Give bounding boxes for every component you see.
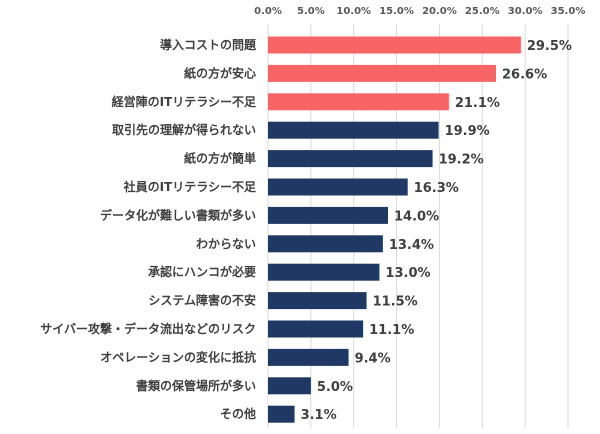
grid-lines <box>267 24 569 428</box>
bar-6 <box>268 206 388 224</box>
value-labels: 29.5% 26.6%21.1% 19.9% 19.2% 16.3% 14.0% 13.4%… <box>301 39 572 423</box>
value-label-0: 29.5% <box>527 39 572 54</box>
category-label-3: 取引先の理解が得られない <box>112 122 256 137</box>
value-label-11: 9.4% <box>355 351 391 366</box>
x-tick-label-1: 5.0% <box>297 6 325 17</box>
value-label-4: 19.2% <box>439 153 484 168</box>
category-label-6: データ化が難しい書類が多い <box>100 207 256 222</box>
x-tick-label-0: 0.0% <box>254 6 282 17</box>
category-label-10: サイバー攻撃・データ流出などのリスク <box>40 321 256 336</box>
value-label-3: 19.9% <box>445 124 490 139</box>
bar-12 <box>268 377 311 395</box>
bar-1 <box>268 64 496 82</box>
value-label-10: 11.1% <box>369 323 414 338</box>
value-label-9: 11.5% <box>373 295 418 310</box>
bar-4 <box>268 150 433 168</box>
bar-0 <box>268 36 521 54</box>
x-tick-label-5: 25.0% <box>465 6 500 17</box>
category-label-1: 紙の方が安心 <box>184 65 256 80</box>
category-label-12: 書類の保管場所が多い <box>136 378 256 393</box>
value-label-7: 13.4% <box>389 238 434 253</box>
x-tick-label-6: 30.0% <box>508 6 543 17</box>
bar-11 <box>268 348 349 366</box>
category-label-2: 経営陣のITリテラシー不足 <box>112 94 256 109</box>
category-label-4: 紙の方が簡単 <box>184 151 256 166</box>
x-tick-label-2: 10.0% <box>336 6 371 17</box>
category-label-8: 承認にハンコが必要 <box>148 264 256 279</box>
category-label-7: わからない <box>196 237 256 251</box>
bar-8 <box>268 263 380 281</box>
value-label-5: 16.3% <box>414 181 459 196</box>
bar-2 <box>268 93 449 111</box>
bars <box>268 36 521 423</box>
category-label-5: 社員のITリテラシー不足 <box>123 179 256 194</box>
value-label-1: 26.6% <box>502 67 547 82</box>
x-axis-ticks: 0.0% 5.0% 10.0% 15.0% 20.0% 25.0% 30.0% 35.0% <box>254 6 585 17</box>
bar-3 <box>268 121 439 139</box>
category-label-13: その他 <box>220 406 256 421</box>
category-label-9: システム障害の不安 <box>148 293 256 308</box>
category-label-11: オペレーションの変化に抵抗 <box>100 349 256 364</box>
value-label-2: 21.1% <box>455 96 500 111</box>
value-label-13: 3.1% <box>301 408 337 423</box>
x-tick-label-7: 35.0% <box>551 6 586 17</box>
category-labels: 導入コストの問題紙の方が安心経営陣のITリテラシー不足取引先の理解が得られない紙… <box>40 37 257 421</box>
value-label-8: 13.0% <box>385 266 430 281</box>
bar-10 <box>268 320 364 338</box>
bar-7 <box>268 235 383 253</box>
value-label-6: 14.0% <box>394 209 439 224</box>
x-tick-label-4: 20.0% <box>422 6 457 17</box>
value-label-12: 5.0% <box>317 380 353 395</box>
bar-13 <box>268 405 295 423</box>
bar-5 <box>268 178 408 196</box>
bar-9 <box>268 292 367 310</box>
x-tick-label-3: 15.0% <box>379 6 414 17</box>
category-label-0: 導入コストの問題 <box>160 37 257 52</box>
